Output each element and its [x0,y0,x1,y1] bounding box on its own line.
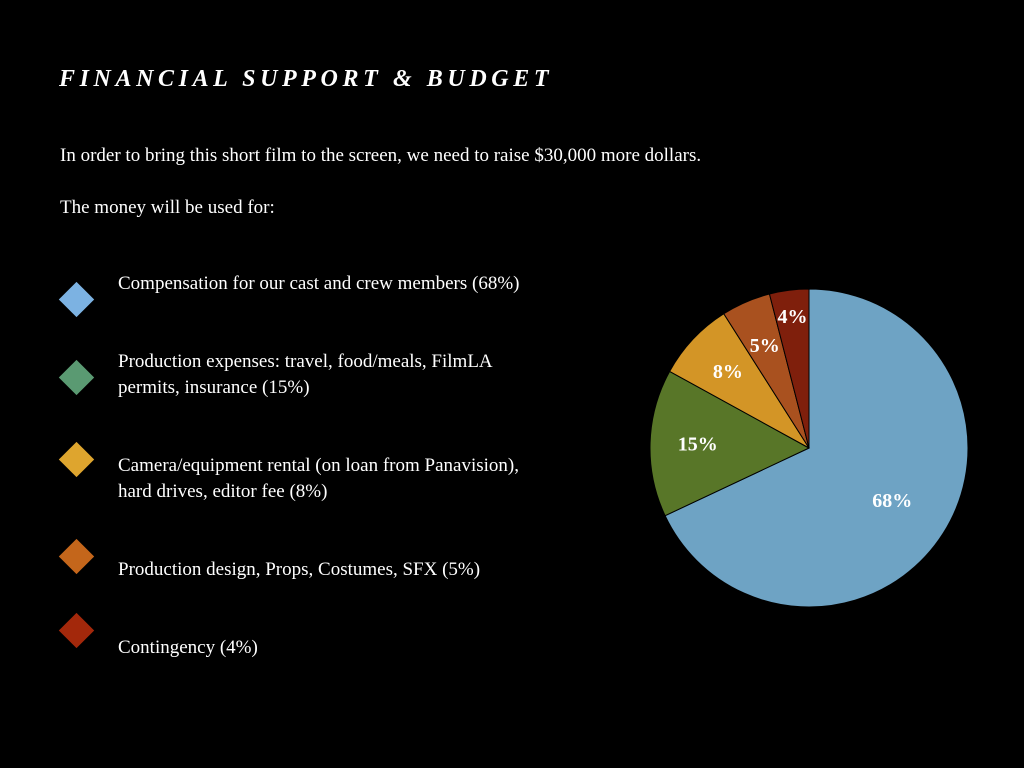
bullet-text: Camera/equipment rental (on loan from Pa… [118,453,618,505]
intro-text: In order to bring this short film to the… [60,145,702,166]
bullet-text: Compensation for our cast and crew membe… [118,271,618,297]
pie-slice-0 [664,288,969,608]
bullet-line: Camera/equipment rental (on loan from Pa… [118,455,519,476]
diamond-bullet-icon [58,538,95,575]
pie-slice-label-1: 15% [678,434,718,456]
bullet-text: Production expenses: travel, food/meals,… [118,349,618,401]
bullet-line: Production expenses: travel, food/meals,… [118,351,493,372]
budget-pie-chart: 68% 15% 8% 5% 4% [649,288,969,608]
bullet-line: permits, insurance (15%) [118,377,310,398]
pie-slice-label-0: 68% [872,490,912,512]
diamond-bullet-icon [58,612,95,649]
diamond-bullet-icon [58,359,95,396]
bullet-line: Compensation for our cast and crew membe… [118,273,520,294]
bullet-line: Production design, Props, Costumes, SFX … [118,559,481,580]
bullet-line: Contingency (4%) [118,637,258,658]
pie-slice-label-3: 5% [750,335,780,357]
pie-slice-1 [649,370,811,517]
diamond-bullet-icon [58,441,95,478]
diamond-bullet-icon [58,281,95,318]
pie-slice-4 [768,288,810,449]
pie-slice-label-4: 4% [777,306,807,328]
bullet-text: Contingency (4%) [118,635,618,661]
usage-heading: The money will be used for: [60,197,275,218]
bullet-text: Production design, Props, Costumes, SFX … [118,557,618,583]
pie-slice-label-2: 8% [713,361,743,383]
slide-title: FINANCIAL SUPPORT & BUDGET [59,66,554,92]
bullet-line: hard drives, editor fee (8%) [118,481,328,502]
